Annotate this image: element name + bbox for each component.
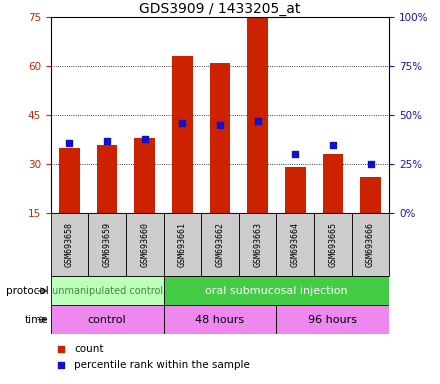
Text: 96 hours: 96 hours <box>308 314 357 325</box>
Point <box>103 137 110 144</box>
Bar <box>201 213 239 276</box>
Text: 48 hours: 48 hours <box>195 314 245 325</box>
Text: GSM693658: GSM693658 <box>65 222 74 267</box>
Point <box>216 122 224 128</box>
Text: GSM693659: GSM693659 <box>103 222 112 267</box>
Text: GSM693665: GSM693665 <box>328 222 337 267</box>
Bar <box>51 213 88 276</box>
Text: unmanipulated control: unmanipulated control <box>51 286 163 296</box>
Text: percentile rank within the sample: percentile rank within the sample <box>74 360 250 370</box>
Text: GSM693662: GSM693662 <box>216 222 224 267</box>
Bar <box>172 56 193 213</box>
Point <box>66 139 73 146</box>
Text: GSM693666: GSM693666 <box>366 222 375 267</box>
Text: oral submucosal injection: oral submucosal injection <box>205 286 348 296</box>
Point <box>254 118 261 124</box>
Point <box>57 362 64 368</box>
Bar <box>323 154 343 213</box>
Bar <box>88 213 126 276</box>
Point <box>367 161 374 167</box>
Bar <box>164 213 201 276</box>
Point <box>141 136 148 142</box>
Bar <box>239 213 276 276</box>
Point <box>57 346 64 353</box>
Text: GSM693661: GSM693661 <box>178 222 187 267</box>
Bar <box>164 276 389 305</box>
Bar <box>314 213 352 276</box>
Title: GDS3909 / 1433205_at: GDS3909 / 1433205_at <box>139 2 301 16</box>
Point <box>330 142 337 148</box>
Bar <box>285 167 306 213</box>
Text: GSM693664: GSM693664 <box>291 222 300 267</box>
Bar <box>164 305 276 334</box>
Bar <box>134 138 155 213</box>
Bar <box>276 213 314 276</box>
Bar <box>247 17 268 213</box>
Bar <box>97 145 117 213</box>
Bar <box>352 213 389 276</box>
Bar <box>276 305 389 334</box>
Text: count: count <box>74 344 104 354</box>
Point <box>179 120 186 126</box>
Text: GSM693660: GSM693660 <box>140 222 149 267</box>
Point <box>292 151 299 157</box>
Bar <box>209 63 231 213</box>
Text: GSM693663: GSM693663 <box>253 222 262 267</box>
Bar <box>360 177 381 213</box>
Text: protocol: protocol <box>6 286 48 296</box>
Bar <box>59 148 80 213</box>
Bar <box>51 305 164 334</box>
Bar <box>126 213 164 276</box>
Text: time: time <box>25 314 48 325</box>
Text: control: control <box>88 314 126 325</box>
Bar <box>51 276 164 305</box>
